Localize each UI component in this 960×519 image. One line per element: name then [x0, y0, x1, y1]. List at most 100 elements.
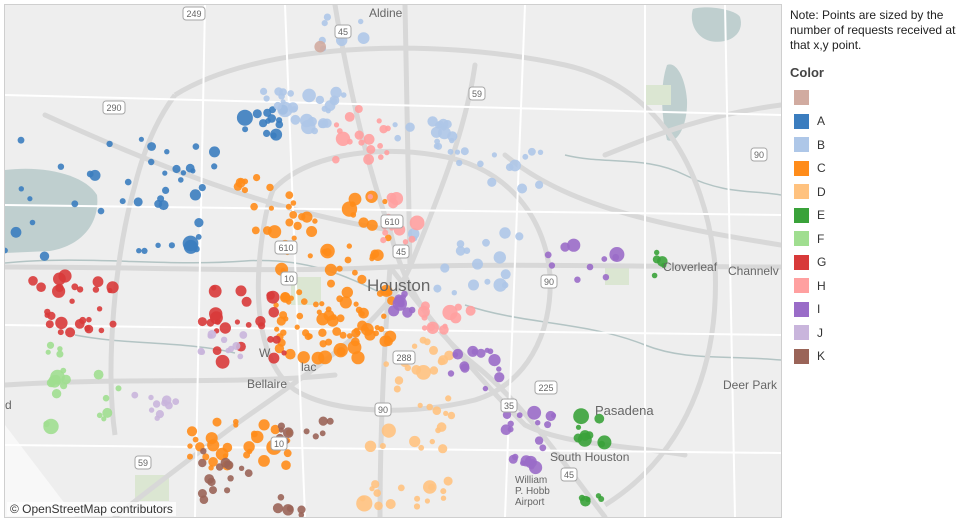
request-point[interactable] [435, 142, 443, 150]
legend-item-f[interactable]: F [790, 227, 958, 251]
legend-item-c[interactable]: C [790, 157, 958, 181]
request-point[interactable] [274, 343, 285, 354]
request-point[interactable] [190, 168, 196, 174]
request-point[interactable] [57, 346, 63, 352]
request-point[interactable] [321, 248, 328, 255]
request-point[interactable] [325, 108, 331, 114]
legend-item-d[interactable]: D [790, 180, 958, 204]
request-point[interactable] [344, 112, 355, 122]
request-point[interactable] [278, 93, 285, 100]
request-point[interactable] [119, 198, 126, 205]
legend-item-b[interactable]: B [790, 133, 958, 157]
request-point[interactable] [585, 431, 594, 440]
legend-item-null[interactable] [790, 86, 958, 110]
request-point[interactable] [471, 348, 478, 355]
request-point[interactable] [574, 276, 581, 283]
request-point[interactable] [609, 247, 625, 262]
request-point[interactable] [109, 320, 117, 328]
request-point[interactable] [46, 341, 55, 349]
request-point[interactable] [315, 95, 325, 105]
legend-item-a[interactable]: A [790, 110, 958, 134]
request-point[interactable] [281, 460, 291, 471]
request-point[interactable] [298, 512, 305, 517]
request-point[interactable] [55, 316, 68, 330]
request-point[interactable] [57, 329, 64, 336]
request-point[interactable] [71, 283, 79, 291]
request-point[interactable] [499, 227, 511, 239]
request-point[interactable] [512, 453, 519, 461]
request-point[interactable] [456, 159, 463, 167]
request-point[interactable] [465, 305, 476, 316]
request-point[interactable] [98, 327, 105, 334]
request-point[interactable] [377, 143, 383, 149]
request-point[interactable] [239, 331, 248, 339]
request-point[interactable] [182, 235, 199, 252]
request-point[interactable] [394, 294, 404, 304]
request-point[interactable] [207, 333, 213, 339]
request-point[interactable] [277, 494, 285, 501]
request-point[interactable] [52, 284, 66, 298]
request-point[interactable] [445, 395, 452, 402]
request-point[interactable] [332, 155, 340, 164]
request-point[interactable] [535, 180, 544, 189]
request-point[interactable] [237, 353, 244, 360]
request-point[interactable] [434, 122, 442, 129]
request-point[interactable] [378, 154, 384, 160]
request-point[interactable] [319, 340, 327, 348]
request-point[interactable] [44, 308, 51, 316]
request-point[interactable] [477, 160, 484, 168]
request-point[interactable] [433, 284, 442, 293]
request-point[interactable] [539, 444, 547, 452]
request-point[interactable] [354, 105, 363, 113]
request-point[interactable] [329, 95, 340, 106]
request-point[interactable] [253, 174, 261, 182]
request-point[interactable] [379, 443, 386, 449]
request-point[interactable] [358, 18, 364, 25]
request-point[interactable] [493, 278, 507, 292]
request-point[interactable] [344, 256, 352, 264]
map-view[interactable]: Houston Bellaire W lac Pasadena South Ho… [4, 4, 782, 518]
request-point[interactable] [351, 328, 361, 338]
request-point[interactable] [255, 316, 266, 327]
request-point[interactable] [443, 410, 449, 416]
request-point[interactable] [273, 302, 279, 308]
request-point[interactable] [419, 336, 427, 344]
request-point[interactable] [323, 310, 335, 321]
request-point[interactable] [354, 130, 364, 140]
request-point[interactable] [157, 195, 165, 203]
request-point[interactable] [440, 495, 447, 501]
request-point[interactable] [346, 333, 353, 339]
request-point[interactable] [200, 448, 207, 455]
request-point[interactable] [336, 314, 345, 323]
request-point[interactable] [268, 307, 280, 318]
request-point[interactable] [429, 438, 435, 445]
request-point[interactable] [56, 350, 64, 358]
request-point[interactable] [318, 328, 327, 337]
request-point[interactable] [234, 319, 240, 325]
request-point[interactable] [258, 419, 270, 431]
request-point[interactable] [106, 140, 113, 148]
request-point[interactable] [496, 366, 502, 372]
request-point[interactable] [388, 305, 400, 317]
request-point[interactable] [158, 200, 169, 211]
request-point[interactable] [544, 421, 552, 429]
request-point[interactable] [17, 136, 25, 144]
request-point[interactable] [323, 13, 331, 21]
request-point[interactable] [209, 146, 220, 158]
request-point[interactable] [189, 189, 201, 201]
request-point[interactable] [651, 272, 658, 279]
request-point[interactable] [263, 129, 271, 137]
request-point[interactable] [152, 400, 161, 408]
request-point[interactable] [652, 255, 661, 264]
request-point[interactable] [211, 163, 218, 170]
request-point[interactable] [319, 430, 326, 437]
request-point[interactable] [351, 351, 365, 365]
request-point[interactable] [432, 406, 442, 416]
request-point[interactable] [357, 32, 370, 44]
request-point[interactable] [162, 186, 170, 194]
request-point[interactable] [460, 363, 470, 373]
request-point[interactable] [373, 330, 379, 337]
request-point[interactable] [258, 455, 270, 467]
request-point[interactable] [580, 495, 591, 507]
request-point[interactable] [357, 274, 367, 284]
